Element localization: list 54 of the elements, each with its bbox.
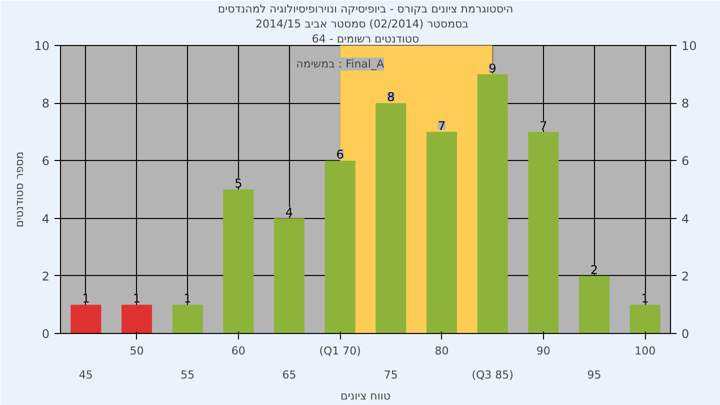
data-label: 6 (336, 148, 344, 162)
data-label: 1 (132, 292, 141, 306)
y2-tick-label: 0 (682, 327, 690, 341)
x-tick-label: (Q3 85) (472, 368, 514, 382)
data-label: 7 (438, 118, 446, 133)
data-label: 7 (540, 118, 548, 133)
bar (223, 190, 254, 334)
x-axis-title: טווח ציונים (340, 390, 390, 402)
x-tick-label: 55 (180, 368, 195, 382)
y2-tick-label: 8 (682, 96, 690, 111)
x-tick-label: 45 (78, 368, 93, 382)
y-tick-label: 10 (34, 39, 50, 53)
x-tick-label: 65 (282, 368, 296, 382)
bar (477, 74, 508, 334)
y-axis-title: מספר סטודנטים (13, 152, 26, 228)
bar (274, 218, 304, 334)
y-tick-label: 2 (42, 269, 50, 284)
x-tick-label: (Q1 70) (319, 344, 361, 358)
data-label: 1 (82, 292, 90, 306)
bar (528, 132, 559, 334)
bar (70, 304, 102, 334)
bar (376, 103, 406, 334)
x-tick-label: 60 (231, 344, 246, 358)
x-tick-label: 75 (384, 368, 398, 382)
data-label: 8 (387, 90, 395, 104)
x-tick-label: 80 (434, 344, 449, 358)
data-label: 1 (184, 292, 192, 306)
text: סטודנטים רשומים - 64 (312, 32, 420, 46)
chart-subtitle: בסמסטר (02/2014) סמסטר אביב 2014/15 (255, 18, 469, 30)
bar (579, 276, 610, 334)
y-tick-label: 8 (42, 96, 50, 111)
bar (122, 304, 152, 334)
x-tick-label: 100 (634, 344, 656, 358)
y2-tick-label: 2 (682, 269, 690, 284)
data-label: 9 (488, 61, 496, 76)
y2-tick-label: 10 (682, 39, 697, 53)
annotation: במשימה : Final_A (296, 58, 384, 70)
y-tick-label: 4 (42, 212, 50, 226)
y-tick-label: 6 (42, 154, 50, 168)
y2-tick-label: 6 (682, 154, 690, 168)
y-tick-label: 0 (42, 327, 50, 341)
x-tick-label: 50 (130, 344, 144, 358)
x-tick-label: 95 (587, 368, 602, 382)
data-label: 4 (285, 205, 294, 220)
chart-title: היסטוגרמת ציונים בקורס - ביופיסיקה ונוירופיסיולוגיה למהנדסים (218, 2, 514, 16)
data-label: 5 (234, 176, 242, 190)
bar (426, 132, 457, 334)
data-label: 2 (590, 262, 598, 277)
x-tick-label: 90 (536, 344, 550, 358)
bar (172, 304, 203, 334)
bar (324, 160, 356, 334)
bar (630, 304, 660, 334)
data-label: 1 (641, 292, 649, 306)
y2-tick-label: 4 (682, 212, 690, 226)
